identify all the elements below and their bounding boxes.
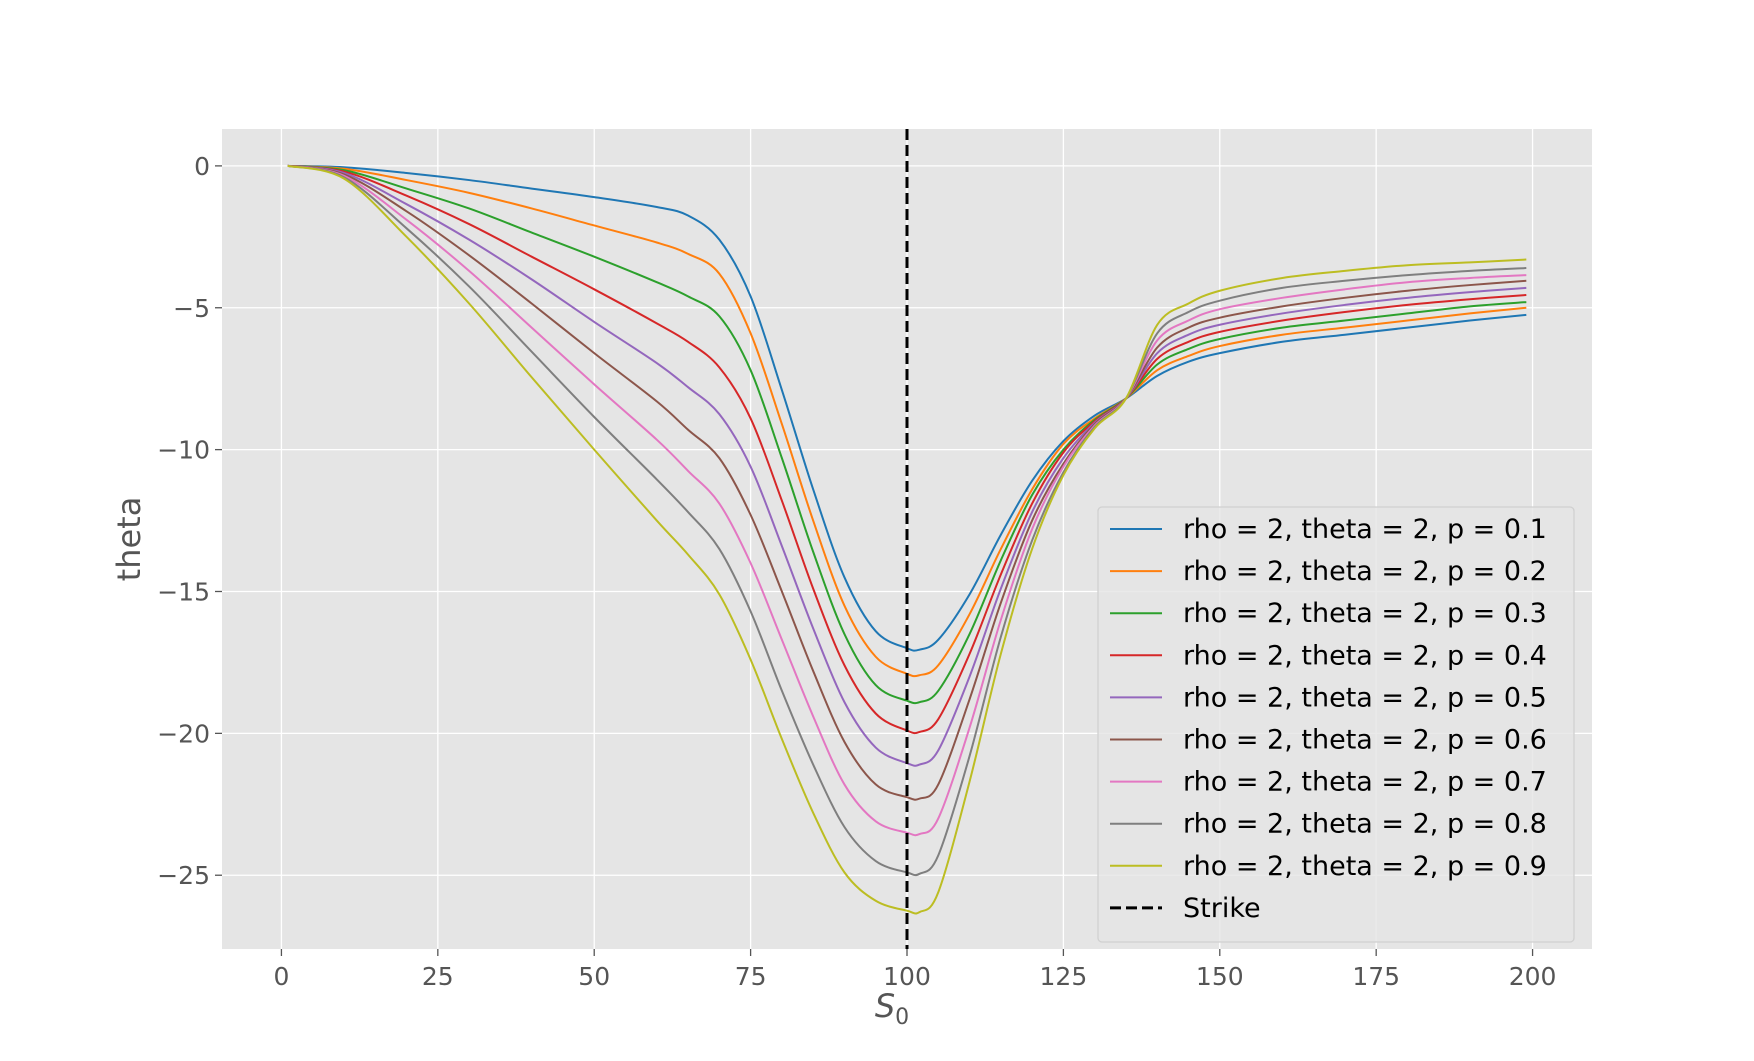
y-tick-label: −20 [157,719,210,748]
legend-entry-label: rho = 2, theta = 2, p = 0.8 [1183,809,1547,840]
series-line-4 [287,164,1527,735]
legend-entry-label: rho = 2, theta = 2, p = 0.9 [1183,851,1547,882]
legend-entry-label: rho = 2, theta = 2, p = 0.5 [1183,682,1547,713]
legend-entry-label: rho = 2, theta = 2, p = 0.4 [1183,640,1547,671]
x-axis-label: S0 [875,987,909,1030]
series-line-1 [287,164,1527,652]
x-axis-label-main: S [875,987,895,1025]
series-line-5 [287,164,1527,767]
x-tick-label: 200 [1509,962,1557,991]
y-tick-label: 0 [194,152,210,181]
y-tick-label: −10 [157,436,210,465]
legend-entry-label: rho = 2, theta = 2, p = 0.6 [1183,725,1547,756]
x-tick-label: 100 [883,962,931,991]
y-tick-label: −5 [173,294,210,323]
series-line-3 [287,164,1527,705]
x-axis-ticks: 0 25 50 75 100 125 150 175 200 [273,949,1556,991]
x-tick-label: 150 [1196,962,1244,991]
x-tick-label: 50 [578,962,610,991]
legend-entry-label: rho = 2, theta = 2, p = 0.1 [1183,514,1547,545]
legend-box [1097,506,1575,943]
y-axis-ticks: 0 −5 −10 −15 −20 −25 [157,152,222,890]
y-axis-label: theta [110,497,148,582]
y-tick-label: −15 [157,577,210,606]
legend-entry-label: rho = 2, theta = 2, p = 0.7 [1183,767,1547,798]
legend-entry-label: Strike [1183,893,1261,924]
legend: rho = 2, theta = 2, p = 0.1 rho = 2, thet… [1097,506,1575,943]
x-tick-label: 75 [735,962,767,991]
y-tick-label: −25 [157,861,210,890]
series-line-7 [287,164,1527,837]
series-line-2 [287,164,1527,678]
x-tick-label: 175 [1352,962,1400,991]
x-axis-label-subscript: 0 [895,1005,909,1030]
series-lines [287,164,1527,915]
legend-entry-label: rho = 2, theta = 2, p = 0.3 [1183,598,1547,629]
legend-entry-label: rho = 2, theta = 2, p = 0.2 [1183,556,1547,587]
x-tick-label: 125 [1040,962,1088,991]
series-line-6 [287,164,1527,801]
series-line-8 [287,164,1527,877]
x-tick-label: 25 [422,962,454,991]
x-tick-label: 0 [273,962,289,991]
series-line-9 [287,164,1527,915]
